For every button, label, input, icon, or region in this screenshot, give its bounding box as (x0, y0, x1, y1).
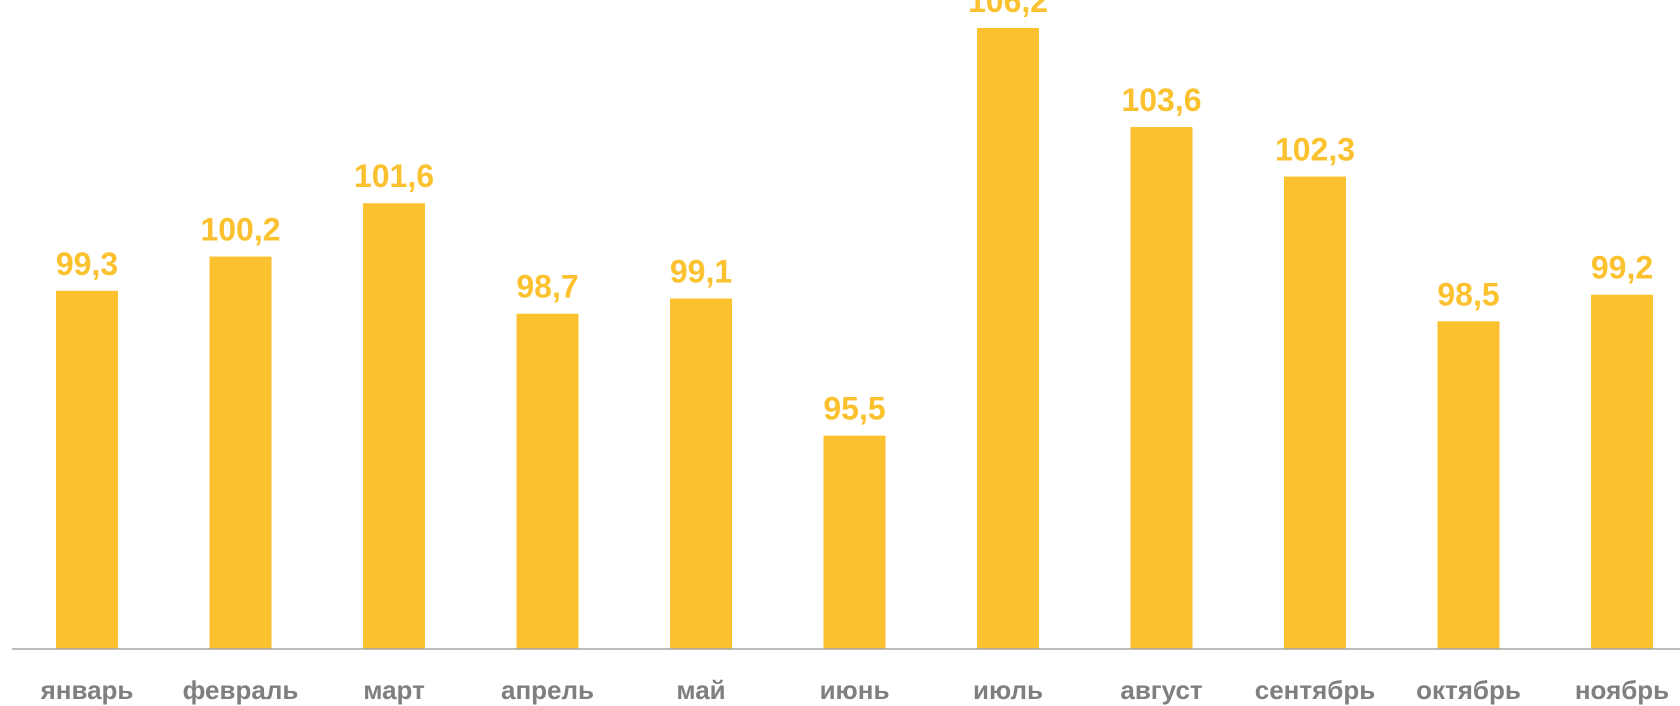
value-label-6: 95,5 (823, 391, 885, 427)
value-label-8: 103,6 (1121, 82, 1201, 118)
bar-4 (516, 313, 579, 649)
category-label-2: февраль (183, 675, 299, 705)
category-label-6: июнь (820, 675, 890, 705)
category-label-4: апрель (501, 675, 594, 705)
bar-8 (1130, 127, 1193, 649)
bars (56, 27, 1653, 650)
value-label-11: 99,2 (1591, 250, 1653, 286)
value-label-5: 99,1 (670, 253, 732, 289)
value-label-4: 98,7 (516, 269, 578, 305)
value-label-1: 99,3 (56, 246, 118, 282)
bar-2 (209, 256, 272, 649)
value-labels: 99,3 100,2 101,6 98,7 99,1 95,5 106,2 103,6 102,… (56, 0, 1653, 427)
value-label-2: 100,2 (200, 212, 280, 248)
value-label-7: 106,2 (968, 0, 1048, 19)
bar-9 (1284, 176, 1346, 649)
category-labels: январь февраль март апрель май июнь июль август… (40, 675, 1670, 705)
bar-7 (977, 27, 1039, 650)
bar-5 (670, 298, 732, 649)
category-label-1: январь (40, 675, 134, 705)
category-label-5: май (676, 675, 725, 705)
value-label-3: 101,6 (354, 158, 434, 194)
bar-11 (1591, 294, 1653, 649)
category-label-10: октябрь (1416, 675, 1521, 705)
bar-1 (56, 290, 118, 649)
category-label-9: сентябрь (1255, 675, 1375, 705)
category-label-7: июль (973, 675, 1043, 705)
bar-10 (1437, 321, 1500, 649)
category-label-8: август (1120, 675, 1203, 705)
value-label-9: 102,3 (1275, 132, 1355, 168)
category-label-3: март (363, 675, 425, 705)
bar-6 (823, 435, 886, 649)
bar-3 (363, 203, 425, 650)
category-label-11: ноябрь (1575, 675, 1669, 705)
value-label-10: 98,5 (1437, 276, 1499, 312)
